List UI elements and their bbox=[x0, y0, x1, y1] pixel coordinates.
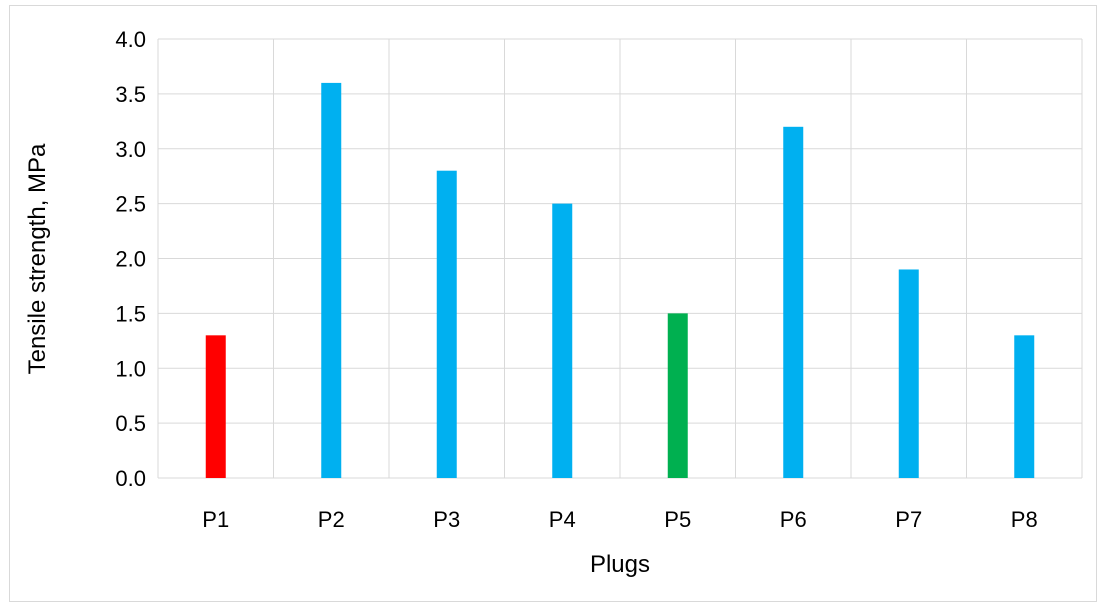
y-axis-title: Tensile strength, MPa bbox=[24, 143, 51, 374]
x-tick-label: P5 bbox=[664, 507, 691, 532]
bar-p4 bbox=[552, 203, 573, 478]
y-tick-label: 0.0 bbox=[115, 466, 146, 491]
y-tick-label: 0.5 bbox=[115, 411, 146, 436]
y-tick-label: 3.0 bbox=[115, 137, 146, 162]
bar-p6 bbox=[783, 126, 804, 479]
y-tick-label: 2.0 bbox=[115, 247, 146, 272]
x-tick-label: P8 bbox=[1011, 507, 1038, 532]
bar-p7 bbox=[898, 269, 919, 478]
x-tick-label: P6 bbox=[780, 507, 807, 532]
y-tick-label: 1.0 bbox=[115, 356, 146, 381]
bars bbox=[205, 82, 1035, 479]
y-tick-label: 4.0 bbox=[115, 27, 146, 52]
y-tick-label: 2.5 bbox=[115, 192, 146, 217]
bar-p5 bbox=[667, 313, 688, 478]
x-tick-labels: P1 P2 P3 P4 P5 P6 P7 P8 bbox=[202, 507, 1037, 532]
x-tick-label: P1 bbox=[202, 507, 229, 532]
bar-p8 bbox=[1014, 335, 1035, 478]
gridlines bbox=[157, 38, 1083, 479]
y-tick-labels: 0.0 0.5 1.0 1.5 2.0 2.5 3.0 3.5 4.0 bbox=[115, 27, 146, 491]
bar-p1 bbox=[205, 335, 226, 478]
x-axis-title: Plugs bbox=[590, 551, 650, 578]
x-tick-label: P3 bbox=[433, 507, 460, 532]
y-tick-label: 1.5 bbox=[115, 301, 146, 326]
y-tick-label: 3.5 bbox=[115, 82, 146, 107]
bar-p3 bbox=[436, 170, 457, 478]
x-tick-label: P4 bbox=[549, 507, 576, 532]
x-tick-label: P2 bbox=[318, 507, 345, 532]
x-tick-label: P7 bbox=[895, 507, 922, 532]
bar-p2 bbox=[321, 82, 342, 479]
